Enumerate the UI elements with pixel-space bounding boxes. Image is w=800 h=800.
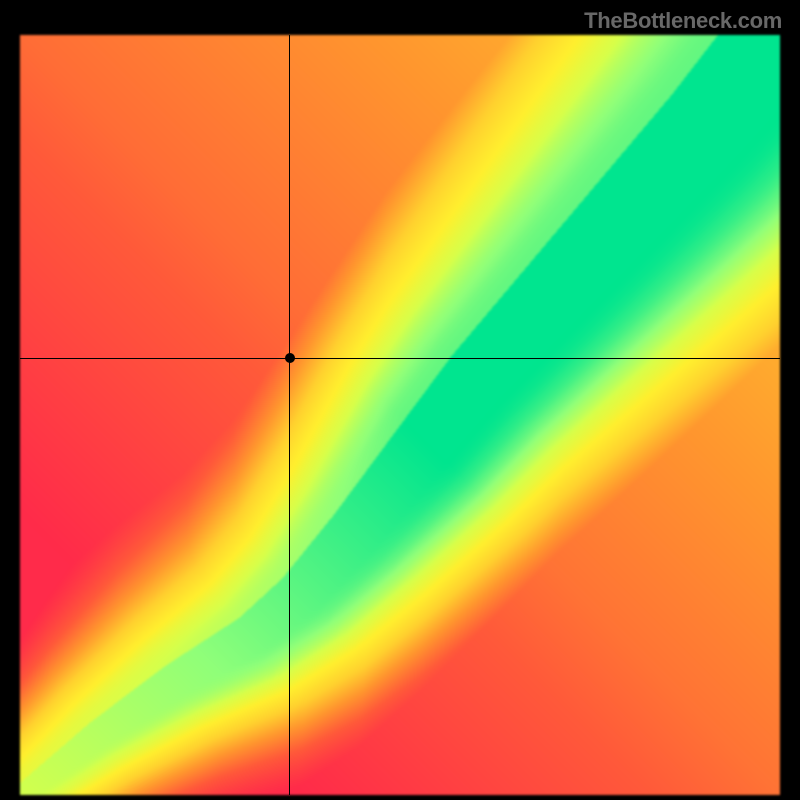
crosshair-marker — [285, 353, 295, 363]
heatmap-canvas — [20, 35, 780, 795]
watermark-text: TheBottleneck.com — [584, 8, 782, 34]
crosshair-horizontal — [20, 358, 780, 359]
chart-frame: TheBottleneck.com — [0, 0, 800, 800]
heatmap-plot — [20, 35, 780, 795]
crosshair-vertical — [289, 35, 290, 795]
